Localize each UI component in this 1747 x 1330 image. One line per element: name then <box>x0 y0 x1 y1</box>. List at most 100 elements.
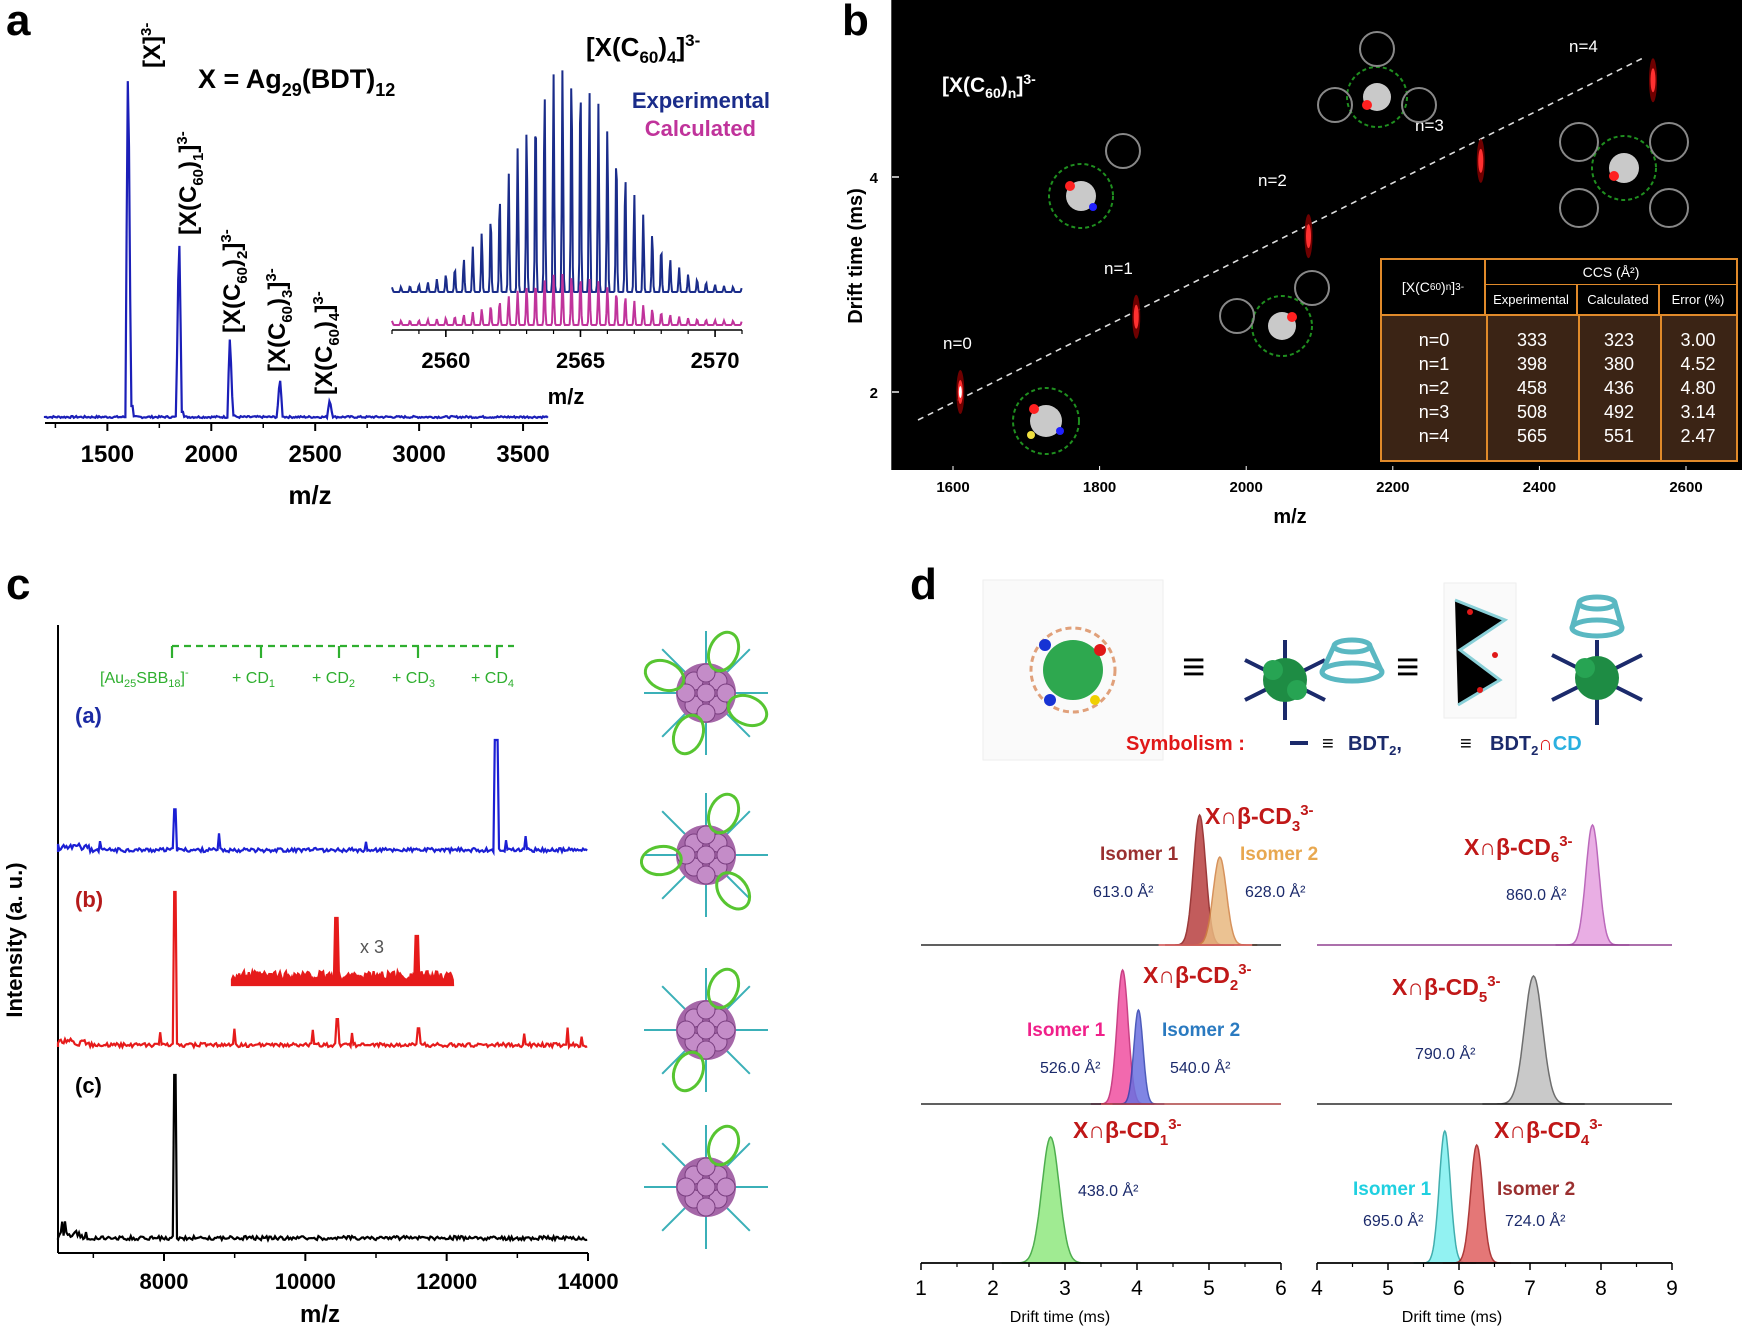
panel-b-letter: b <box>842 0 869 45</box>
c-cluster-cd <box>671 713 706 756</box>
c-cluster <box>643 630 769 756</box>
peak-label-xc60-2: [X(C60)2]3- <box>218 229 251 333</box>
c-cluster-atom <box>696 1040 716 1060</box>
c-cluster-cd <box>706 967 741 1010</box>
svg-text:≡: ≡ <box>1322 733 1334 755</box>
a-x-tick-label: 3000 <box>392 441 445 468</box>
b-point <box>1306 224 1312 249</box>
c-x-tick-label: 14000 <box>557 1269 618 1294</box>
cd-label-4: + CD4 <box>471 670 514 690</box>
panel-d: ≡ ≡ Symbolism : <box>915 579 1678 1326</box>
d-species-label: X∩β-CD23- <box>1143 961 1252 994</box>
trace-label-b: (b) <box>75 887 103 912</box>
c-cluster-atom <box>676 1020 696 1040</box>
b-x-tick-label: 2600 <box>1669 479 1702 496</box>
panel-c-letter: c <box>6 560 31 609</box>
inset-x-ticks: 2560 2565 2570 <box>391 330 743 373</box>
d-x-tick-label: 8 <box>1595 1277 1607 1300</box>
d-cd-structure-box <box>1443 582 1517 719</box>
inset-title: [X(C60)4]3- <box>586 31 700 67</box>
c-cluster <box>644 967 768 1093</box>
ccs-table-col0-header: [X(C 60) n] 3- <box>1382 260 1486 316</box>
b-point-core <box>958 386 962 398</box>
ccs-table-cell: 3.00 <box>1680 330 1716 350</box>
d-x-tick-label: 6 <box>1453 1277 1465 1300</box>
panel-c-ylabel: Intensity (a. u.) <box>2 862 27 1017</box>
d-ccs-label: 860.0 Å² <box>1506 885 1567 904</box>
c-cluster-atom <box>716 1020 736 1040</box>
d-complex-symbol <box>1551 594 1643 725</box>
a-x-tick-label: 3500 <box>496 441 549 468</box>
ccs-table-cell: 4.52 <box>1680 354 1716 374</box>
ccs-table-cell: 333 <box>1516 330 1548 350</box>
ccs-table-cell: 492 <box>1603 402 1635 422</box>
panel-a-xlabel: m/z <box>288 480 331 510</box>
inset-x-tick-label: 2570 <box>691 348 740 373</box>
ccs-table-cell: 436 <box>1603 378 1635 398</box>
c-x-tick-label: 12000 <box>416 1269 477 1294</box>
c-x-tick-label: 8000 <box>140 1269 189 1294</box>
c-cluster-cd <box>639 844 683 877</box>
b-y-tick-label: 2 <box>870 385 878 402</box>
b-x-tick-label: 2000 <box>1230 479 1263 496</box>
a-x-tick-label: 1500 <box>81 441 134 468</box>
d-isomer-label: Isomer 2 <box>1497 1179 1575 1200</box>
c-cluster-cd <box>726 693 769 728</box>
cluster-illustration-n1 <box>1048 133 1141 229</box>
b-y-tick-label: 4 <box>870 170 879 187</box>
panel-b-points <box>956 58 1658 414</box>
b-x-tick-label: 2400 <box>1523 479 1556 496</box>
c-cluster <box>644 1124 768 1249</box>
d-species-label: X∩β-CD63- <box>1464 833 1573 866</box>
symbolism-bdt-cd: BDT2∩CD <box>1490 733 1582 758</box>
panel-b-trend-line <box>917 56 1646 421</box>
d-ccs-label: 724.0 Å² <box>1505 1211 1566 1230</box>
d-species-label: X∩β-CD33- <box>1205 802 1314 835</box>
inset-calculated-line <box>391 273 743 326</box>
d-cd-symbol <box>1319 637 1385 684</box>
inset-legend-experimental: Experimental <box>632 88 770 113</box>
inset-x-tick-label: 2560 <box>421 348 470 373</box>
panel-a-formula: X = Ag29(BDT)12 <box>198 64 395 100</box>
b-x-tick-label: 2200 <box>1376 479 1409 496</box>
panel-a-x-ticks: 1500 2000 2500 3000 3500 <box>54 423 550 468</box>
ccs-table-cell: 323 <box>1603 330 1635 350</box>
trace-b-zoom-line <box>230 916 455 987</box>
d-species-label: X∩β-CD43- <box>1494 1116 1603 1149</box>
d-cluster-symbol <box>1244 640 1326 720</box>
c-cluster-cd <box>643 658 686 693</box>
ccs-table-group-header: CCS (Å²) <box>1486 260 1736 285</box>
d-isomer-label: Isomer 1 <box>1353 1179 1432 1200</box>
c-cluster-cd <box>715 871 752 911</box>
d-xlabel-left: Drift time (ms) <box>1010 1309 1110 1326</box>
panel-d-axes: 1 2 3 4 5 6 4 5 6 7 8 9 <box>915 944 1678 1300</box>
trace-a-line <box>56 738 588 857</box>
d-x-tick-label: 6 <box>1275 1277 1287 1300</box>
ccs-table-cell: 508 <box>1516 402 1548 422</box>
cd-label-2: + CD2 <box>312 670 355 690</box>
b-n-label: n=4 <box>1569 37 1598 56</box>
panel-c: 8000 10000 12000 14000 m/z Intensity (a. u.… <box>2 625 769 1328</box>
panel-a-letter: a <box>6 0 31 45</box>
d-x-tick-label: 9 <box>1666 1277 1678 1300</box>
ccs-table-cell: 398 <box>1516 354 1548 374</box>
b-point <box>1133 304 1139 329</box>
inset-legend-calculated: Calculated <box>645 116 756 141</box>
c-cluster-atom <box>696 663 716 683</box>
trace-c-line <box>56 1073 588 1243</box>
b-n-label: n=0 <box>943 334 972 353</box>
c-cluster-cd <box>706 1124 741 1167</box>
d-x-tick-label: 5 <box>1382 1277 1394 1300</box>
b-x-tick-label: 1800 <box>1083 479 1116 496</box>
b-n-label: n=2 <box>1258 171 1287 190</box>
peak-label-xc60-3: [X(C60)3]3- <box>263 268 296 372</box>
d-ccs-label: 628.0 Å² <box>1245 882 1306 901</box>
peak-label-x: [X]3- <box>138 23 166 68</box>
c-cluster-cd <box>706 792 741 835</box>
inset-experimental-line <box>391 70 743 293</box>
cd-ladder-ticks <box>170 646 499 658</box>
d-cd-structure <box>1454 598 1509 707</box>
panel-c-cluster-illustrations <box>639 630 769 1249</box>
b-n-label: n=1 <box>1104 259 1133 278</box>
ccs-table-cell: 3.14 <box>1680 402 1716 422</box>
